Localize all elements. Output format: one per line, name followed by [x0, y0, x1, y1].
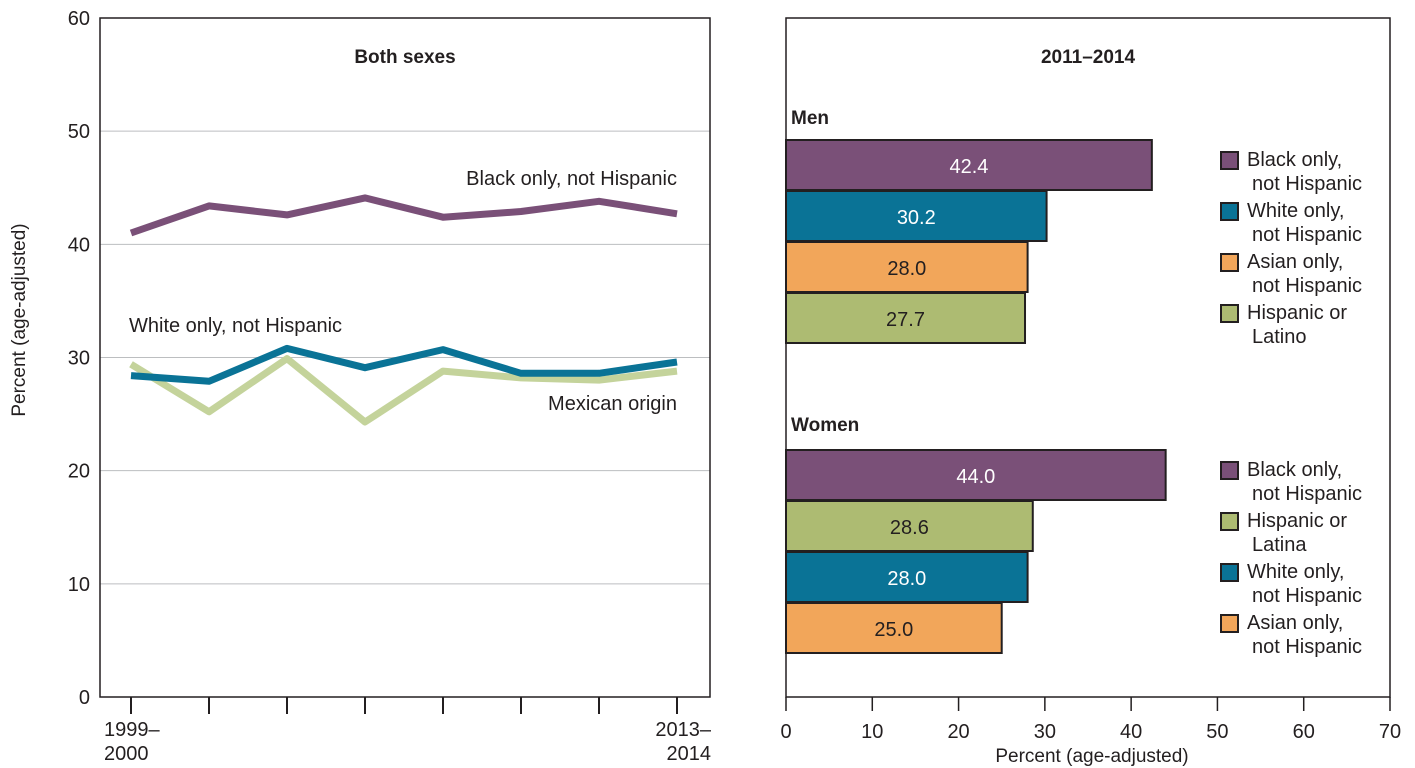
line-chart-title: Both sexes — [354, 47, 455, 68]
x-tick-label: 10 — [861, 721, 883, 743]
series-line-mexican-origin — [129, 355, 678, 426]
legend-label: Hispanic or — [1247, 302, 1347, 324]
x-tick-label: 2000 — [104, 743, 149, 765]
bar-value-label: 28.0 — [887, 568, 926, 590]
bar — [785, 449, 1167, 501]
line-chart-panel: 0 10 20 30 40 50 60 1999–2000 2013–2014 Both se… — [68, 8, 712, 765]
legend-label: Black only, — [1247, 459, 1342, 481]
line-chart-frame — [99, 17, 711, 698]
x-tick-label: 60 — [1293, 721, 1315, 743]
legend-label: not Hispanic — [1252, 483, 1362, 505]
line-chart-y-ticks: 0 10 20 30 40 50 60 — [68, 8, 90, 709]
bar-value-label: 30.2 — [897, 207, 936, 229]
legend-swatch — [1220, 202, 1239, 221]
x-tick-label: 70 — [1379, 721, 1401, 743]
bar-value-label: 27.7 — [886, 309, 925, 331]
bar-chart-bars: Men 42.4 30.2 28.0 27.7 Women 44.0 28.6 28.0 25.0 — [785, 108, 1167, 654]
line-label-mexican: Mexican origin — [548, 393, 677, 415]
y-tick-label: 10 — [68, 574, 90, 596]
x-tick-label: 2013– — [655, 719, 711, 741]
bar — [785, 190, 1048, 242]
legend-label: Latina — [1252, 534, 1307, 556]
line-label-white: White only, not Hispanic — [129, 315, 342, 337]
legend-label: not Hispanic — [1252, 585, 1362, 607]
legend-swatch — [1220, 151, 1239, 170]
bar-value-label: 42.4 — [949, 156, 988, 178]
bar — [785, 241, 1029, 293]
y-tick-label: 40 — [68, 234, 90, 256]
legend-label: White only, — [1247, 200, 1344, 222]
y-tick-label: 30 — [68, 348, 90, 370]
x-tick-label: 50 — [1206, 721, 1228, 743]
bar-chart-title: 2011–2014 — [1041, 47, 1135, 68]
x-tick-label: 1999– — [104, 719, 160, 741]
series-line-black-only-not-hispanic — [129, 194, 678, 237]
series-line-white-only-not-hispanic — [130, 344, 678, 385]
legend-label: not Hispanic — [1252, 275, 1362, 297]
legend-label: Asian only, — [1247, 612, 1343, 634]
bar-chart-panel: Men 42.4 30.2 28.0 27.7 Women 44.0 28.6 28.0 25.0… — [780, 17, 1401, 767]
bar — [785, 500, 1034, 552]
bar — [785, 139, 1153, 191]
y-axis-title: Percent (age-adjusted) — [9, 223, 30, 416]
bar-chart-x-ticks: 0 10 20 30 40 50 60 70 — [780, 697, 1401, 743]
bar-chart-frame — [785, 17, 1391, 698]
y-tick-label: 60 — [68, 8, 90, 30]
line-label-black: Black only, not Hispanic — [466, 168, 677, 190]
legend-label: Latino — [1252, 326, 1307, 348]
x-tick-label: 40 — [1120, 721, 1142, 743]
x-tick-label: 2014 — [667, 743, 712, 765]
line-chart-series — [129, 194, 678, 426]
legend-label: not Hispanic — [1252, 224, 1362, 246]
y-tick-label: 0 — [79, 687, 90, 709]
bar — [785, 292, 1027, 344]
bar-value-label: 28.0 — [887, 258, 926, 280]
legend-label: Hispanic or — [1247, 510, 1347, 532]
y-tick-label: 20 — [68, 461, 90, 483]
y-tick-label: 50 — [68, 121, 90, 143]
legend-label: not Hispanic — [1252, 173, 1362, 195]
legend-swatch — [1220, 304, 1239, 323]
legend-swatch — [1220, 563, 1239, 582]
x-tick-label: 0 — [780, 721, 791, 743]
x-tick-label: 30 — [1034, 721, 1056, 743]
line-chart-x-ticks: 1999–2000 2013–2014 — [104, 697, 712, 765]
x-tick-label: 20 — [947, 721, 969, 743]
legend-swatch — [1220, 512, 1239, 531]
legend-swatch — [1220, 614, 1239, 633]
group-label-men: Men — [791, 108, 829, 129]
legend-label: Black only, — [1247, 149, 1342, 171]
group-label-women: Women — [791, 415, 859, 436]
legend-swatch — [1220, 253, 1239, 272]
bar-value-label: 28.6 — [890, 517, 929, 539]
legend-label: not Hispanic — [1252, 636, 1362, 658]
legend-label: White only, — [1247, 561, 1344, 583]
bar-value-label: 44.0 — [956, 466, 995, 488]
bar — [785, 602, 1003, 654]
legend-swatch — [1220, 461, 1239, 480]
bar-value-label: 25.0 — [874, 619, 913, 641]
legend-label: Asian only, — [1247, 251, 1343, 273]
bar-chart-x-axis-title: Percent (age-adjusted) — [995, 746, 1188, 767]
